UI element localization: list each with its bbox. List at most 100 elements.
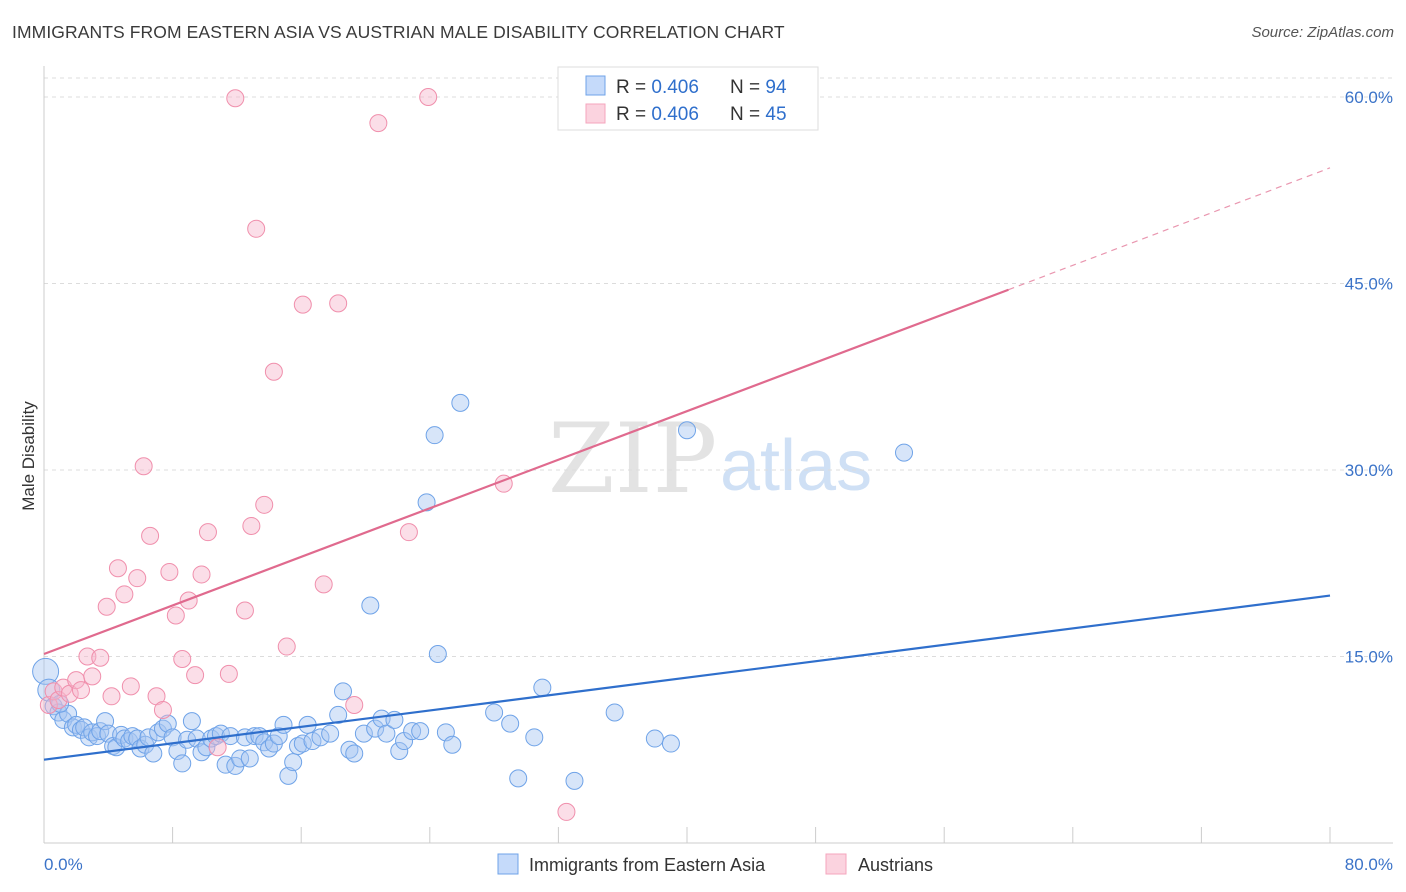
point-austrians [83, 667, 102, 686]
bottom-legend-swatch-pink [825, 853, 847, 875]
point-immigrants [645, 729, 664, 748]
point-immigrants [284, 753, 303, 772]
point-austrians [557, 802, 576, 821]
point-austrians [134, 457, 153, 476]
chart-title: IMMIGRANTS FROM EASTERN ASIA VS AUSTRIAN… [12, 22, 785, 42]
y-tick-label: 30.0% [1345, 461, 1393, 480]
point-immigrants [37, 678, 61, 702]
point-immigrants [605, 703, 624, 722]
svg-text:N = 94: N = 94 [730, 77, 787, 98]
point-austrians [128, 569, 147, 588]
point-immigrants [182, 712, 201, 731]
point-austrians [293, 295, 312, 314]
axes [43, 66, 1393, 844]
x-ticks [43, 827, 1331, 843]
trend-line-austrians [43, 288, 1009, 656]
point-immigrants [269, 727, 288, 746]
point-immigrants [417, 493, 436, 512]
point-immigrants [288, 737, 307, 756]
point-immigrants [390, 741, 409, 760]
bottom-legend-pink-label: Austrians [858, 855, 933, 875]
svg-text:R = 0.406: R = 0.406 [616, 104, 699, 125]
point-immigrants [173, 754, 192, 773]
point-austrians [247, 219, 266, 238]
svg-text:N = 45: N = 45 [730, 104, 787, 125]
point-immigrants [231, 749, 250, 768]
legend-blue-n-label: N = [730, 77, 765, 98]
point-immigrants [661, 734, 680, 753]
legend-pink-r-label: R = [616, 104, 651, 125]
correlation-legend: R = 0.406 N = 94 R = 0.406 N = 45 [557, 66, 819, 131]
watermark-atlas: atlas [720, 426, 872, 506]
y-tick-label: 60.0% [1345, 88, 1393, 107]
series-immigrants-points [32, 393, 914, 790]
point-immigrants [333, 682, 352, 701]
svg-text:R = 0.406: R = 0.406 [616, 77, 699, 98]
point-austrians [121, 677, 140, 696]
point-immigrants [163, 728, 182, 747]
y-tick-label: 15.0% [1345, 648, 1393, 667]
point-immigrants [525, 728, 544, 747]
point-immigrants [443, 735, 462, 754]
point-austrians [226, 89, 245, 108]
legend-blue-r-value: 0.406 [651, 77, 699, 98]
point-austrians [71, 681, 90, 700]
y-axis-title: Male Disability [19, 401, 38, 511]
point-immigrants [32, 657, 60, 685]
point-austrians [219, 664, 238, 683]
point-immigrants [240, 749, 259, 768]
trend-line-immigrants [43, 594, 1331, 761]
point-austrians [264, 362, 283, 381]
point-austrians [102, 687, 121, 706]
point-austrians [153, 700, 172, 719]
point-austrians [160, 562, 179, 581]
y-tick-label: 45.0% [1345, 275, 1393, 294]
point-austrians [166, 606, 185, 625]
point-immigrants [321, 724, 340, 743]
point-immigrants [501, 714, 520, 733]
point-immigrants [279, 766, 298, 785]
point-austrians [255, 495, 274, 514]
legend-pink-r-value: 0.406 [651, 104, 699, 125]
point-austrians [141, 526, 160, 545]
point-austrians [115, 585, 134, 604]
series-austrians-points [39, 88, 576, 821]
point-immigrants [485, 703, 504, 722]
point-immigrants [158, 714, 177, 733]
point-immigrants [329, 705, 348, 724]
gridlines [44, 77, 1393, 657]
point-immigrants [88, 727, 107, 746]
point-austrians [39, 695, 58, 714]
point-immigrants [361, 596, 380, 615]
point-austrians [345, 695, 364, 714]
point-immigrants [411, 722, 430, 741]
legend-pink-n-label: N = [730, 104, 765, 125]
point-immigrants [533, 678, 552, 697]
trend-line-austrians-extension [1008, 167, 1331, 291]
point-immigrants [377, 724, 396, 743]
point-immigrants [895, 443, 914, 462]
point-immigrants [311, 728, 330, 747]
point-immigrants [428, 645, 447, 664]
point-austrians [186, 666, 205, 685]
watermark-zip: ZIP [548, 403, 717, 515]
point-immigrants [678, 421, 696, 440]
point-austrians [173, 649, 192, 668]
point-immigrants [366, 719, 385, 738]
legend-swatch-blue [585, 75, 606, 96]
point-immigrants [509, 769, 528, 788]
point-austrians [277, 637, 296, 656]
bottom-legend-blue-label: Immigrants from Eastern Asia [529, 855, 766, 875]
point-austrians [44, 682, 63, 701]
legend-swatch-pink [585, 103, 606, 124]
source-label: Source: ZipAtlas.com [1251, 24, 1394, 41]
point-austrians [78, 647, 97, 666]
point-immigrants [192, 743, 211, 762]
bottom-legend-swatch-blue [497, 853, 519, 875]
point-immigrants [451, 393, 470, 412]
point-austrians [198, 523, 217, 542]
point-immigrants [260, 739, 279, 758]
point-austrians [419, 88, 438, 106]
legend-blue-r-label: R = [616, 77, 651, 98]
